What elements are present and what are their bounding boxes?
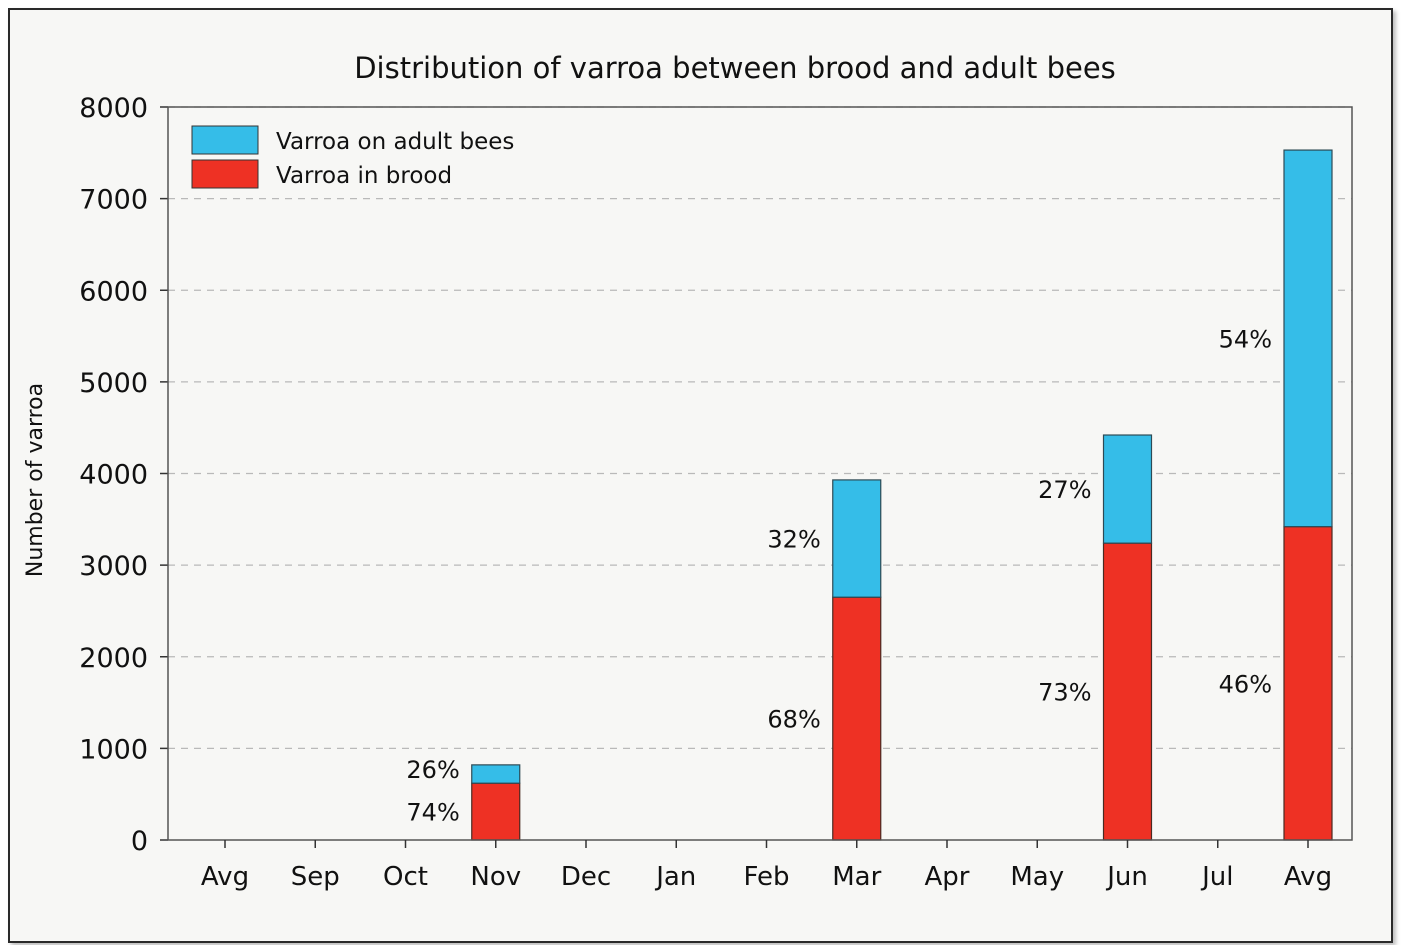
x-tick-label: Avg: [201, 862, 249, 892]
y-tick-label: 8000: [79, 93, 148, 124]
bars: 74% 26% 68% 32% 73% 27% 46% 54%: [406, 149, 1333, 841]
x-tick-label: Nov: [470, 862, 521, 892]
data-label-adult: 27%: [1038, 476, 1091, 504]
x-tick-label: Dec: [561, 862, 611, 892]
plot-area-border: [167, 106, 1353, 841]
legend-label: Varroa on adult bees: [276, 129, 514, 155]
x-tick-label: Oct: [383, 862, 428, 892]
x-tick-label: Avg: [1284, 862, 1332, 892]
axes: 0 1000 2000 3000 4000 5000 6000 7000 8000 Avg Sep O…: [79, 93, 1353, 892]
x-tick-label: Sep: [291, 862, 340, 892]
bar-brood: [1283, 526, 1333, 841]
data-label-brood: 73%: [1038, 679, 1091, 707]
legend: Varroa on adult bees Varroa in brood: [191, 125, 514, 189]
legend-swatch: [191, 159, 259, 189]
bar-brood: [471, 782, 521, 841]
x-tick-label: Jul: [1200, 862, 1233, 892]
bar-brood: [832, 596, 882, 841]
bar-adult: [1283, 149, 1333, 528]
bar-adult: [1102, 434, 1153, 544]
data-label-adult: 26%: [406, 756, 459, 784]
legend-label: Varroa in brood: [276, 163, 452, 189]
bar-adult: [471, 764, 521, 784]
y-tick-label: 1000: [79, 734, 148, 765]
data-label-adult: 32%: [767, 526, 820, 554]
y-tick-label: 0: [131, 826, 148, 857]
legend-swatch: [191, 125, 259, 155]
data-label-adult: 54%: [1219, 325, 1272, 353]
bar-adult: [832, 479, 882, 598]
y-tick-label: 2000: [79, 643, 148, 674]
data-label-brood: 46%: [1219, 670, 1272, 698]
y-tick-label: 5000: [79, 368, 148, 399]
y-tick-label: 7000: [79, 185, 148, 216]
x-tick-label: Mar: [832, 862, 881, 892]
data-label-brood: 68%: [767, 706, 820, 734]
x-tick-label: Jun: [1105, 862, 1148, 892]
x-tick-label: Apr: [925, 862, 970, 892]
y-tick-label: 3000: [79, 551, 148, 582]
gridlines: [168, 106, 1352, 749]
data-label-brood: 74%: [406, 799, 459, 827]
chart-title: Distribution of varroa between brood and…: [354, 51, 1116, 85]
y-axis-label: Number of varroa: [23, 383, 48, 577]
x-tick-label: May: [1010, 862, 1064, 892]
x-tick-label: Jan: [654, 862, 696, 892]
bar-brood: [1102, 542, 1153, 841]
x-tick-label: Feb: [743, 862, 789, 892]
y-tick-label: 4000: [79, 460, 148, 491]
y-tick-label: 6000: [79, 276, 148, 307]
